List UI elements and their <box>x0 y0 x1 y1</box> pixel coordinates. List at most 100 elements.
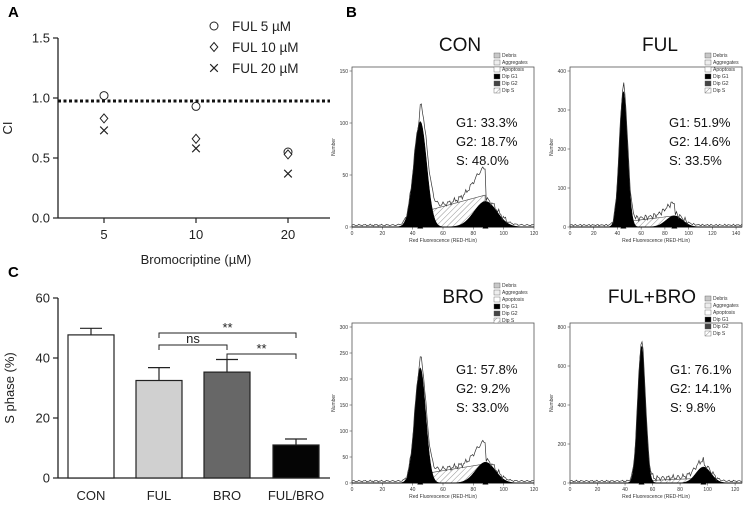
sphase-significance-bracket <box>158 332 297 338</box>
histogram-legend-label: Dip G2 <box>713 324 729 330</box>
histogram-x-tick-label: 20 <box>380 231 386 237</box>
sphase-x-tick-label: FUL/BRO <box>268 488 324 503</box>
histogram-x-tick-label: 120 <box>530 487 539 493</box>
histogram-ful: 0 20 40 60 80 100 120 140 0 100 200 300 400 Red Fluor… <box>549 35 743 244</box>
histogram-x-label: Red Fluorescence (RED-HLin) <box>409 238 477 244</box>
histogram-envelope-line <box>569 82 743 227</box>
histogram-legend-swatch <box>704 73 712 80</box>
histogram-title: FUL+BRO <box>608 287 696 308</box>
histogram-peak-marker <box>417 479 424 485</box>
sphase-x-tick-label: FUL <box>147 488 172 503</box>
histogram-legend-label: Apoptosis <box>502 297 524 303</box>
histogram-g2-peak <box>352 201 535 228</box>
histogram-y-label: Number <box>331 138 337 156</box>
panel-label-b: B <box>346 4 357 21</box>
histogram-stat-g2: G2: 14.1% <box>670 381 732 396</box>
ci-point-diamond <box>99 113 109 124</box>
histogram-bro: 0 20 40 60 80 100 120 0 50 100 150 200 250 300 Red Flu… <box>331 282 539 500</box>
histogram-title: CON <box>439 35 481 56</box>
histogram-legend-label: Dip G1 <box>502 304 518 310</box>
ci-point-diamond <box>191 133 201 145</box>
histogram-legend-label: Apoptosis <box>713 310 735 316</box>
histogram-legend-label: Aggregates <box>502 290 528 296</box>
ci-y-tick-label: 0.0 <box>32 211 50 226</box>
histogram-y-tick-label: 100 <box>340 429 349 435</box>
histogram-peak-marker <box>482 479 489 485</box>
histogram-legend-swatch <box>704 59 712 66</box>
histogram-legend-label: Dip G1 <box>502 74 518 80</box>
histogram-stat-g1: G1: 33.3% <box>456 115 518 130</box>
ci-point-diamond <box>283 149 293 160</box>
histogram-peak-marker <box>638 479 645 485</box>
histogram-legend-label: Debris <box>713 296 728 302</box>
ci-point-circle <box>99 91 109 101</box>
histogram-legend-label: Aggregates <box>713 60 739 66</box>
histogram-legend-swatch <box>704 66 712 73</box>
ci-point-x <box>99 126 109 135</box>
histogram-legend-swatch <box>493 59 501 66</box>
histogram-legend-swatch <box>493 66 501 73</box>
histogram-legend-swatch <box>704 309 712 316</box>
histogram-y-label: Number <box>549 394 555 412</box>
sphase-significance-label: ** <box>222 320 232 335</box>
histogram-legend-swatch <box>493 282 501 289</box>
histogram-x-tick-label: 120 <box>530 231 539 237</box>
histogram-legend-label: Dip G2 <box>502 311 518 317</box>
histogram-legend-label: Debris <box>502 53 517 59</box>
ci-point-circle <box>191 101 201 111</box>
histogram-legend-label: Dip G1 <box>713 317 729 323</box>
histogram-x-tick-label: 60 <box>440 231 446 237</box>
histogram-y-tick-label: 0 <box>345 225 348 231</box>
histogram-x-tick-label: 140 <box>732 231 741 237</box>
ci-point-x <box>283 169 293 178</box>
histogram-legend-label: Dip S <box>502 318 515 324</box>
histogram-x-label: Red Fluorescence (RED-HLin) <box>409 494 477 500</box>
histogram-y-tick-label: 250 <box>340 351 349 357</box>
sphase-significance-label: ** <box>256 341 266 356</box>
histogram-legend-swatch <box>493 73 501 80</box>
histogram-y-label: Number <box>549 138 555 156</box>
histogram-y-tick-label: 100 <box>340 121 349 127</box>
ci-y-label: CI <box>0 122 15 135</box>
histogram-legend-swatch <box>704 80 712 87</box>
histogram-x-tick-label: 100 <box>684 231 693 237</box>
histogram-y-tick-label: 400 <box>558 403 567 409</box>
histogram-y-tick-label: 150 <box>340 403 349 409</box>
histogram-stat-g2: G2: 14.6% <box>669 134 731 149</box>
ci-legend-marker-diamond <box>209 41 219 53</box>
histogram-legend-swatch <box>493 310 501 317</box>
sphase-significance-label: ns <box>186 331 200 346</box>
histogram-x-label: Red Fluorescence (RED-HLin) <box>622 238 690 244</box>
histogram-y-tick-label: 600 <box>558 364 567 370</box>
histogram-stat-s: S: 33.0% <box>456 400 509 415</box>
histogram-y-tick-label: 200 <box>558 147 567 153</box>
histogram-con: 0 20 40 60 80 100 120 0 50 100 150 Red Fluorescence… <box>331 35 538 244</box>
histogram-stat-g1: G1: 57.8% <box>456 362 518 377</box>
ci-legend-label: FUL 10 µM <box>232 40 299 55</box>
ci-y-tick-label: 1.0 <box>32 91 50 106</box>
histogram-y-tick-label: 100 <box>558 186 567 192</box>
histogram-y-tick-label: 300 <box>558 108 567 114</box>
panel-label-c: C <box>8 264 19 281</box>
histogram-legend-label: Apoptosis <box>502 67 524 73</box>
histogram-stat-g1: G1: 51.9% <box>669 115 731 130</box>
histogram-legend-label: Dip S <box>502 88 515 94</box>
histogram-legend-label: Dip G2 <box>502 81 518 87</box>
histogram-g2-peak <box>570 215 742 228</box>
histogram-legend-swatch <box>493 87 501 94</box>
histogram-legend-swatch <box>493 80 501 87</box>
sphase-significance-bracket <box>158 344 228 350</box>
histogram-legend-swatch <box>704 295 712 302</box>
sphase-x-tick-label: CON <box>77 488 106 503</box>
histogram-x-tick-label: 40 <box>615 231 621 237</box>
histogram-legend-label: Aggregates <box>713 303 739 309</box>
histogram-x-tick-label: 80 <box>662 231 668 237</box>
histogram-x-tick-label: 0 <box>569 487 572 493</box>
histogram-legend-label: Dip S <box>713 88 726 94</box>
histogram-stat-g2: G2: 18.7% <box>456 134 518 149</box>
histogram-legend-swatch <box>493 303 501 310</box>
histogram-x-tick-label: 120 <box>731 487 740 493</box>
histogram-x-label: Red Fluorescence (RED-HLin) <box>622 494 690 500</box>
s-phase-bar-chart: 0 20 40 60 CON FUL BRO FUL/BRO ns ** ** S phase … <box>2 291 330 503</box>
histogram-peak-marker <box>417 223 424 229</box>
